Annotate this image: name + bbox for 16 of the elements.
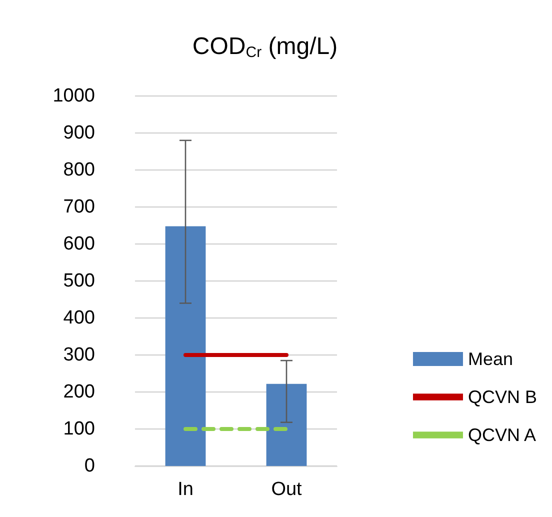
legend-label: Mean [468,349,514,369]
legend-label: QCVN A [468,425,536,445]
legend-label: QCVN B [468,387,538,407]
y-tick-label: 700 [63,196,95,218]
y-tick-label: 800 [63,160,95,180]
y-tick-label: 500 [63,270,95,292]
y-tick-label: 200 [63,382,95,402]
y-tick-label: 100 [63,418,95,440]
y-tick-label: 1000 [52,86,95,106]
y-tick-label: 900 [63,122,95,144]
y-tick-label: 300 [63,344,95,366]
x-tick-label: Out [271,479,303,500]
y-tick-label: 400 [63,308,95,328]
y-tick-label: 0 [84,456,95,476]
x-tick-label: In [178,479,194,500]
y-tick-label: 600 [63,234,95,254]
